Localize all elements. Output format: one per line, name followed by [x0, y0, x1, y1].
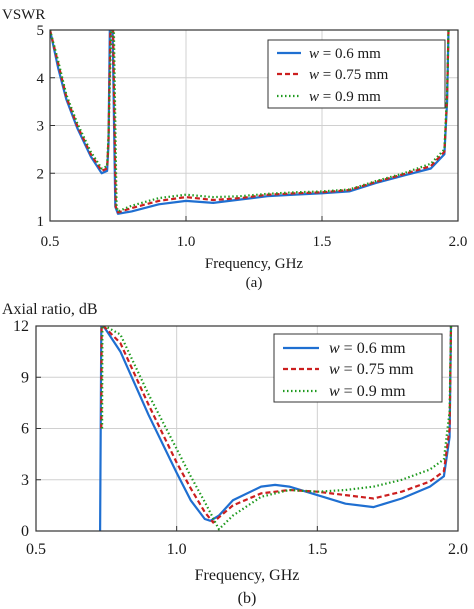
series-line-3: [50, 30, 450, 213]
y-tick-label: 3: [37, 119, 45, 135]
y-tick-label: 6: [21, 421, 29, 438]
legend-entry-3: w = 0.9 mm: [329, 383, 406, 400]
y-tick-label: 9: [21, 369, 29, 386]
legend-entry-var: w: [309, 89, 319, 105]
y-axis-label: Axial ratio, dB: [2, 301, 98, 318]
x-tick-label: 2.0: [448, 541, 468, 558]
y-tick-label: 1: [37, 214, 45, 230]
legend-entry-var: w: [329, 383, 340, 400]
legend-entry-3: w = 0.9 mm: [309, 89, 381, 105]
x-tick-label: 0.5: [41, 234, 60, 250]
legend: w = 0.6 mmw = 0.75 mmw = 0.9 mm: [267, 39, 446, 109]
legend-entry-var: w: [309, 46, 319, 62]
y-axis-label: VSWR: [2, 7, 45, 23]
series-line-1: [99, 326, 453, 531]
x-tick-label: 2.0: [449, 234, 468, 250]
y-tick-label: 2: [37, 166, 45, 182]
x-tick-label: 1.5: [313, 234, 332, 250]
x-tick-label: 0.5: [26, 541, 46, 558]
x-tick-label: 1.5: [307, 541, 327, 558]
x-tick-label: 1.0: [167, 541, 187, 558]
y-tick-label: 3: [21, 472, 29, 489]
legend-entry-1: w = 0.6 mm: [309, 46, 381, 62]
legend-entry-var: w: [329, 340, 340, 357]
series-line-1: [50, 30, 450, 215]
x-axis-label: Frequency, GHz: [195, 567, 300, 584]
y-tick-label: 0: [21, 523, 29, 540]
legend-entry-var: w: [329, 361, 340, 378]
legend-entry-2: w = 0.75 mm: [329, 361, 414, 378]
legend-entry-1: w = 0.6 mm: [329, 340, 406, 357]
legend: w = 0.6 mmw = 0.75 mmw = 0.9 mm: [273, 333, 443, 403]
legend-entry-text: = 0.9 mm: [319, 89, 381, 105]
panel-label: (a): [246, 275, 263, 291]
legend-entry-text: = 0.6 mm: [319, 46, 381, 62]
legend-entry-text: = 0.6 mm: [340, 340, 406, 357]
legend-entry-text: = 0.75 mm: [340, 361, 414, 378]
legend-entry-text: = 0.9 mm: [340, 383, 406, 400]
y-tick-label: 4: [37, 71, 45, 87]
series-line-2: [100, 326, 453, 524]
x-tick-label: 1.0: [177, 234, 196, 250]
legend-entry-text: = 0.75 mm: [319, 67, 389, 83]
x-axis-label: Frequency, GHz: [205, 256, 304, 272]
y-tick-label: 5: [37, 23, 45, 39]
legend-entry-2: w = 0.75 mm: [309, 67, 389, 83]
legend-entry-var: w: [309, 67, 319, 83]
panel-label: (b): [238, 590, 257, 607]
y-tick-label: 12: [13, 318, 29, 335]
